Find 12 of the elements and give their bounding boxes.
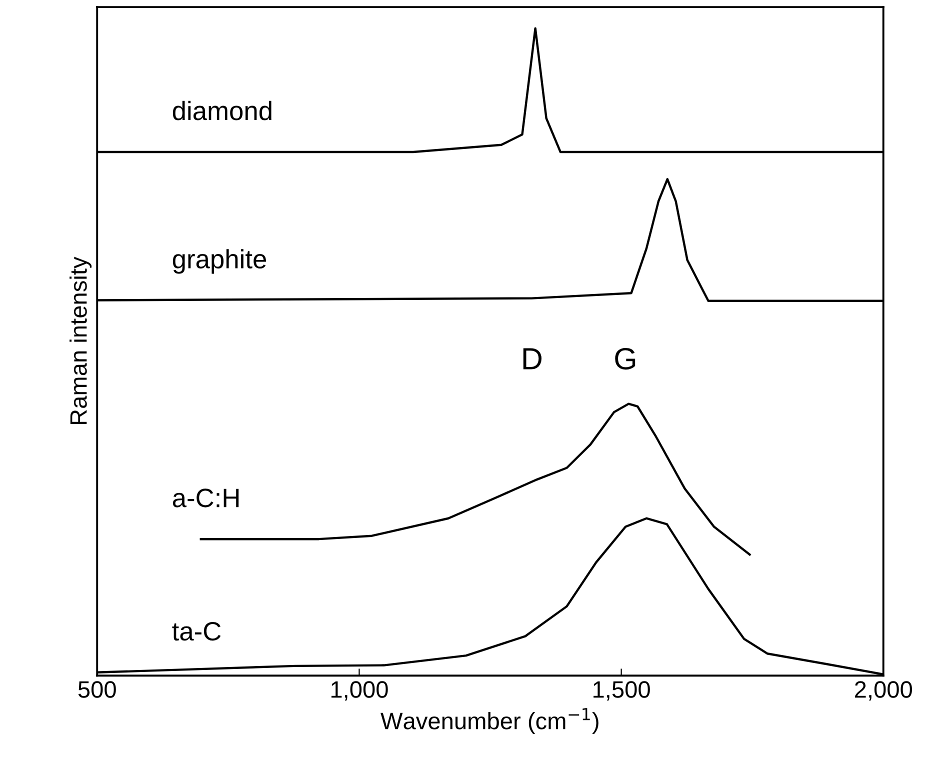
x-tick-label: 2,000	[855, 681, 912, 701]
annotation: D	[523, 348, 542, 370]
annotation: G	[615, 348, 636, 370]
x-axis-title: Wavenumber (cm$^{−1}$)	[380, 708, 598, 734]
series-label: ta-C	[172, 622, 221, 641]
x-tick-label: 500	[78, 681, 116, 698]
series-label: diamond	[172, 100, 272, 120]
x-tick-label: 1,000	[331, 681, 388, 701]
series-label: a-C:H	[172, 488, 239, 508]
x-tick-label: 1,500	[594, 681, 650, 701]
y-axis-title: Raman intensity	[70, 256, 92, 424]
series-label: graphite	[172, 249, 266, 274]
